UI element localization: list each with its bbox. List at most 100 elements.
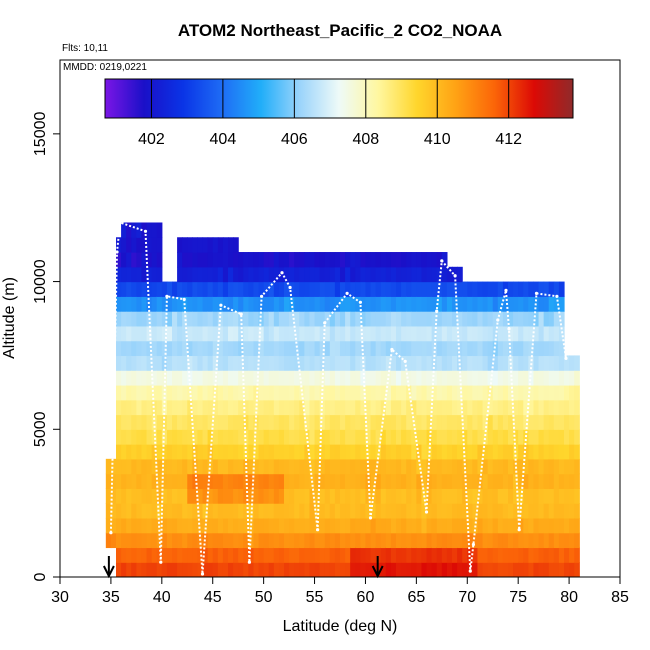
heatmap-cell [441,547,448,563]
heatmap-cell [406,532,412,549]
heatmap-cell [406,355,412,371]
heatmap-cell [121,370,127,386]
heatmap-cell [268,414,275,430]
heatmap-cell [360,414,367,430]
heatmap-cell [314,488,321,504]
heatmap-cell [238,517,244,534]
heatmap-cell [452,370,458,386]
heatmap-cell [574,473,580,489]
heatmap-cell [289,458,295,475]
heatmap-cell [401,444,407,460]
heatmap-cell [533,340,540,357]
heatmap-cell [569,370,575,386]
heatmap-cell [177,503,183,519]
heatmap-cell [528,473,535,489]
heatmap-cell [452,517,458,534]
heatmap-cell [446,414,453,430]
heatmap-cell [243,340,249,357]
heatmap-cell [462,503,468,519]
heatmap-cell [553,340,560,357]
heatmap-cell [518,444,524,460]
heatmap-cell [263,503,270,519]
heatmap-cell [523,547,529,563]
heatmap-cell [110,503,117,519]
heatmap-cell [253,488,260,504]
heatmap-cell [151,281,158,297]
y-tick-label: 5000 [32,411,49,447]
heatmap-cell [248,488,255,504]
heatmap-cell [564,532,570,549]
heatmap-cell [289,517,295,534]
heatmap-cell [294,399,300,416]
heatmap-cell [492,429,499,445]
heatmap-cell [222,252,229,268]
heatmap-cell [192,473,199,489]
heatmap-cell [217,473,224,489]
heatmap-cell [528,311,535,327]
heatmap-cell [462,296,468,312]
heatmap-cell [197,296,204,312]
heatmap-cell [172,488,178,504]
heatmap-cell [182,562,188,577]
heatmap-cell [564,488,570,504]
heatmap-cell [187,444,193,460]
heatmap-cell [273,311,280,327]
heatmap-cell [126,473,132,489]
heatmap-cell [166,414,173,430]
heatmap-cell [121,503,127,519]
heatmap-cell [457,458,463,475]
heatmap-cell [161,340,168,357]
heatmap-cell [340,340,346,357]
heatmap-cell [467,355,473,371]
heatmap-cell [166,444,173,460]
heatmap-cell [538,384,545,401]
heatmap-cell [233,340,239,357]
heatmap-cell [126,266,132,283]
heatmap-cell [452,399,458,416]
heatmap-cell [304,384,311,401]
heatmap-cell [294,281,300,297]
heatmap-cell [324,429,331,445]
heatmap-cell [263,517,270,534]
heatmap-cell [284,414,290,430]
heatmap-cell [192,488,199,504]
heatmap-cell [248,296,255,312]
heatmap-cell [350,458,356,475]
heatmap-cell [172,429,178,445]
heatmap-cell [182,488,188,504]
heatmap-cell [508,325,514,342]
heatmap-cell [467,370,473,386]
heatmap-cell [543,562,550,577]
heatmap-cell [151,370,158,386]
heatmap-cell [487,458,494,475]
heatmap-cell [131,237,137,253]
colorbar-tick-label: 408 [352,131,379,148]
heatmap-cell [564,370,570,386]
heatmap-cell [136,340,143,357]
heatmap-cell [360,503,367,519]
heatmap-cell [401,532,407,549]
heatmap-cell [334,384,341,401]
heatmap-cell [375,458,382,475]
heatmap-cell [309,340,316,357]
heatmap-cell [289,370,295,386]
heatmap-cell [324,414,331,430]
heatmap-cell [329,399,336,416]
heatmap-cell [523,340,529,357]
heatmap-cell [569,517,575,534]
y-tick-label: 15000 [32,112,49,157]
heatmap-cell [487,384,494,401]
heatmap-cell [253,473,260,489]
heatmap-cell [233,370,239,386]
heatmap-cell [375,429,382,445]
heatmap-cell [497,399,504,416]
heatmap-cell [278,517,285,534]
heatmap-cell [126,517,132,534]
heatmap-cell [136,547,143,563]
heatmap-cell [166,370,173,386]
heatmap-cell [228,429,234,445]
heatmap-cell [268,325,275,342]
heatmap-cell [370,503,377,519]
heatmap-cell [487,325,494,342]
heatmap-cell [513,429,519,445]
